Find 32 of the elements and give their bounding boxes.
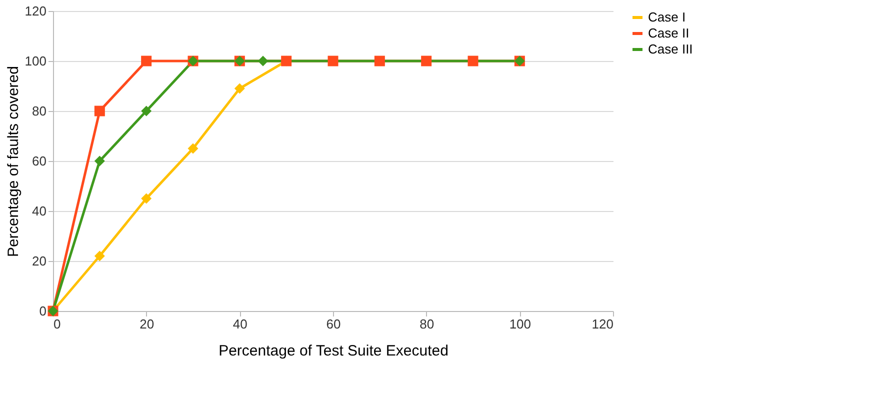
x-axis-title: Percentage of Test Suite Executed — [218, 342, 448, 360]
x-tick-label: 60 — [326, 316, 341, 332]
legend-label: Case I — [648, 10, 686, 24]
y-tick-label: 0 — [39, 304, 46, 318]
y-tick-label: 120 — [24, 4, 46, 18]
y-tick-label: 60 — [32, 154, 46, 168]
x-tick-label: 100 — [509, 316, 532, 332]
x-tick-label: 120 — [592, 316, 614, 332]
point — [141, 106, 152, 116]
y-tick-label: 40 — [32, 204, 46, 218]
x-tick-label: 40 — [232, 316, 248, 332]
y-tick-label: 80 — [32, 104, 46, 118]
point — [141, 56, 152, 66]
point — [94, 106, 105, 116]
point — [328, 56, 338, 66]
x-tick-label: 0 — [54, 316, 61, 332]
legend-label: Case III — [648, 42, 693, 56]
x-tick-label: 80 — [420, 316, 434, 332]
y-tick-label: 100 — [24, 54, 46, 68]
x-tick-label: 20 — [140, 316, 154, 332]
point — [468, 56, 478, 66]
point — [188, 143, 198, 154]
point — [374, 56, 385, 66]
legend-label: Case II — [648, 26, 690, 40]
y-axis-title: Percentage of faults covered — [4, 66, 22, 257]
point — [234, 83, 245, 94]
point — [421, 56, 432, 66]
point — [94, 156, 105, 166]
point — [141, 193, 152, 204]
point — [258, 56, 268, 66]
point — [94, 250, 105, 262]
y-tick-label: 20 — [32, 254, 46, 268]
